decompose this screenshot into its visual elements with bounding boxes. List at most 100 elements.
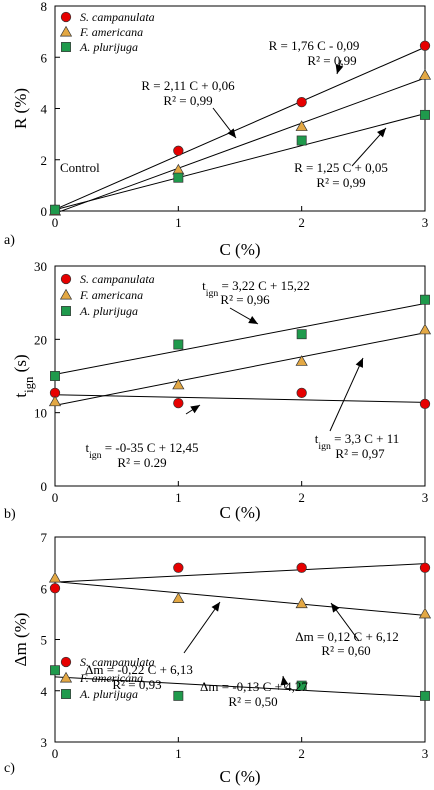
legend-marker [60,11,72,23]
x-tick-label: 3 [422,746,429,761]
legend-marker [61,42,71,52]
legend-marker [59,288,73,300]
series-s-campanulata [49,387,431,410]
x-tick-label: 1 [175,215,182,230]
fit-line [54,581,426,616]
y-tick-label: 3 [41,735,48,750]
y-axis-label: tign (s) [11,354,36,397]
legend-entry: F. americana [79,671,143,685]
x-tick-label: 2 [298,490,305,505]
data-point [296,680,307,691]
fit-equation: R = 1,25 C + 0,05 [294,160,388,175]
legend-marker [61,306,71,316]
data-point [418,323,432,335]
fit-arrow [185,404,201,415]
fit-line [54,113,426,211]
fit-equation: R = 1,76 C - 0,09 [269,38,360,53]
data-point [173,690,184,701]
fit-r-squared: R² = 0,93 [112,677,161,692]
panel-label: a) [4,233,15,248]
fit-equation: Δm = 0,12 C + 6,12 [295,629,399,644]
y-tick-label: 10 [34,406,47,421]
data-point [420,109,430,120]
y-tick-label: 8 [41,0,48,14]
series-s-campanulata [49,562,431,594]
fit-equation: tign = 3,3 C + 11 [315,431,399,452]
legend-entry: S. campanulata [80,272,155,286]
x-axis-label: C (%) [219,240,260,259]
data-point [48,395,62,407]
legend-entry: A. plurijuga [79,304,138,318]
fit-arrow [280,675,289,689]
fit-r-squared: R² = 0,97 [335,446,385,461]
legend-entry: F. americana [79,288,143,302]
series-a-plurijuga [50,665,430,701]
legend-marker [61,689,71,699]
fit-line [54,676,426,698]
data-point [49,583,61,594]
x-tick-label: 0 [52,215,59,230]
fit-r-squared: R² = 0,96 [220,292,270,307]
y-tick-label: 6 [41,581,48,596]
y-axis-label: R (%) [11,88,30,129]
x-tick-label: 3 [422,215,429,230]
fit-arrow [183,601,221,654]
fit-r-squared: R² = 0,60 [321,643,370,658]
legend: S. campanulata F. americana A. plurijuga [59,272,155,318]
data-point [50,665,60,676]
fit-arrow [335,59,344,75]
fit-r-squared: R² = 0.29 [117,455,166,470]
chart-panel-3: 0 1 2 3 3 4 5 6 7 C (%) Δm (%) c) Δm = -0,22 C + 6,1… [4,530,432,786]
fit-line [54,303,426,375]
series-a-plurijuga [50,109,430,215]
fit-arrow [329,357,364,432]
data-point [296,387,307,399]
data-point [173,172,184,183]
data-point [296,329,307,340]
data-point [295,355,308,366]
x-tick-label: 2 [298,215,305,230]
x-axis-label: C (%) [219,503,260,522]
data-point [172,378,185,390]
legend-entry: F. americana [79,25,143,39]
series-s-campanulata [49,40,431,215]
legend-marker [59,671,73,683]
y-tick-label: 2 [41,153,48,168]
y-tick-label: 7 [41,530,48,545]
fit-arrow [351,127,387,167]
y-tick-label: 4 [41,102,48,117]
legend-marker [60,656,72,668]
data-point [296,562,307,573]
y-tick-label: 0 [41,204,48,219]
data-point [418,68,432,80]
x-tick-label: 0 [52,746,59,761]
data-point [173,397,184,409]
data-point [173,145,184,156]
legend-entry: A. plurijuga [79,687,138,701]
data-point [173,562,184,573]
fit-arrow [229,307,259,325]
legend-marker [59,25,73,37]
data-point [296,135,307,146]
x-tick-label: 1 [175,490,182,505]
y-tick-label: 6 [41,50,48,65]
data-point [50,371,60,381]
y-tick-label: 30 [34,259,47,274]
fit-line [54,394,426,403]
data-point [295,597,308,609]
fit-r-squared: R² = 0,99 [307,53,356,68]
series-f-americana [48,323,432,407]
series-f-americana [48,571,432,619]
x-axis-label: C (%) [219,767,260,786]
fit-line [54,77,426,214]
fit-r-squared: R² = 0,99 [316,175,365,190]
legend-entry: S. campanulata [80,10,155,24]
control-note: Control [60,160,100,175]
x-tick-label: 1 [175,746,182,761]
fit-arrow [330,602,360,642]
